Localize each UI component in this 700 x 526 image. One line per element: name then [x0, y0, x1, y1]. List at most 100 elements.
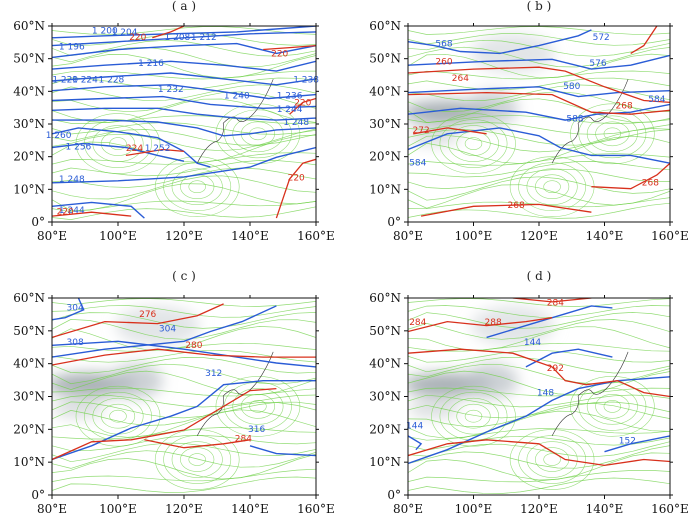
x-tick-label: 80°E: [37, 229, 67, 243]
contour-label: 1 216: [138, 59, 164, 69]
red-contour: [52, 348, 316, 366]
contour-label: 312: [205, 369, 222, 379]
contour-label: 1 240: [224, 92, 250, 102]
y-tick-label: 0°: [387, 488, 401, 502]
red-contour: [408, 439, 670, 467]
x-tick-label: 100°E: [455, 229, 493, 243]
contour-label: 1 224: [72, 75, 98, 85]
x-tick-label: 160°E: [297, 502, 335, 516]
x-tick-label: 120°E: [165, 502, 203, 516]
y-tick-label: 40°N: [13, 84, 45, 98]
y-tick-label: 10°N: [13, 455, 45, 469]
red-contour: [420, 203, 592, 217]
blue-contour: [52, 305, 277, 358]
blue-contour: [52, 95, 316, 110]
coastline: [551, 351, 629, 437]
x-tick-label: 160°E: [651, 229, 689, 243]
y-tick-label: 60°N: [369, 291, 401, 305]
red-contour: [263, 44, 316, 51]
red-contour: [408, 348, 670, 398]
contour-label: 268: [616, 102, 633, 112]
blue-contour: [52, 31, 316, 47]
terrain-shading: [52, 305, 200, 419]
y-tick-label: 40°N: [13, 357, 45, 371]
y-tick-label: 50°N: [13, 324, 45, 338]
contour-label: 1 212: [191, 33, 217, 43]
x-tick-label: 80°E: [37, 502, 67, 516]
contour-label: 1 252: [145, 144, 171, 154]
x-tick-label: 100°E: [99, 229, 137, 243]
contour-label: 304: [159, 325, 176, 335]
contour-label: 220: [288, 173, 305, 183]
y-tick-label: 60°N: [13, 19, 45, 33]
y-tick-label: 40°N: [369, 84, 401, 98]
contour-label: 288: [485, 318, 502, 328]
y-tick-label: 0°: [31, 215, 45, 229]
x-tick-label: 80°E: [393, 229, 423, 243]
blue-contour: [52, 42, 316, 59]
contour-label: 220: [294, 98, 311, 108]
contour-label: 1 200: [92, 26, 118, 36]
contour-label: 584: [648, 95, 665, 105]
panel-label: ( b ): [527, 0, 552, 13]
contour-label: 1 244: [277, 105, 303, 115]
blue-contour: [525, 348, 613, 368]
red-contour: [125, 148, 185, 157]
contour-label: 308: [67, 338, 84, 348]
streamlines: [408, 26, 670, 219]
contour-label: 260: [435, 57, 452, 67]
y-tick-label: 50°N: [369, 324, 401, 338]
x-tick-label: 100°E: [455, 502, 493, 516]
red-contour: [591, 162, 670, 190]
y-tick-label: 20°N: [369, 150, 401, 164]
blue-contour: [604, 435, 670, 453]
contour-label: 224: [126, 144, 143, 154]
blue-contour: [52, 60, 316, 72]
contour-label: 568: [435, 40, 452, 50]
panel-label: ( d ): [527, 269, 552, 283]
contour-label: 220: [129, 33, 146, 43]
red-contour: [144, 439, 251, 449]
y-tick-label: 60°N: [369, 19, 401, 33]
contour-label: 1 260: [46, 131, 72, 141]
contour-label: 284: [409, 318, 426, 328]
contour-label: 304: [67, 303, 84, 313]
red-contour: [630, 26, 658, 54]
contour-label: 292: [547, 364, 564, 374]
blue-contour: [408, 103, 670, 121]
blue-contour: [486, 305, 613, 339]
red-contour: [52, 303, 224, 339]
contour-label: 264: [452, 74, 469, 84]
blue-contour: [408, 435, 423, 451]
red-contour: [512, 298, 592, 303]
x-tick-label: 120°E: [520, 229, 558, 243]
blue-contour: [52, 26, 316, 39]
y-tick-label: 10°N: [13, 182, 45, 196]
blue-contour: [52, 107, 316, 121]
contour-label: 276: [139, 310, 156, 320]
y-tick-label: 0°: [387, 215, 401, 229]
blue-contour: [52, 72, 316, 86]
y-tick-label: 30°N: [369, 117, 401, 131]
red-contour: [408, 317, 553, 333]
y-tick-label: 20°N: [13, 150, 45, 164]
contour-label: 284: [547, 298, 564, 308]
blue-contour: [249, 445, 316, 457]
x-tick-label: 120°E: [520, 502, 558, 516]
blue-contour: [52, 146, 316, 184]
contour-label: 588: [566, 115, 583, 125]
red-contour: [408, 66, 670, 104]
contour-label: 1 228: [99, 75, 125, 85]
x-tick-label: 140°E: [586, 502, 624, 516]
blue-contour: [52, 127, 211, 168]
contour-label: 1 256: [66, 142, 92, 152]
y-tick-label: 20°N: [13, 422, 45, 436]
contour-label: 1 204: [112, 28, 138, 38]
y-tick-label: 30°N: [13, 117, 45, 131]
y-tick-label: 30°N: [13, 390, 45, 404]
contour-label: 148: [537, 389, 554, 399]
contour-label: 144: [524, 338, 541, 348]
contour-label: 1 196: [59, 43, 85, 53]
